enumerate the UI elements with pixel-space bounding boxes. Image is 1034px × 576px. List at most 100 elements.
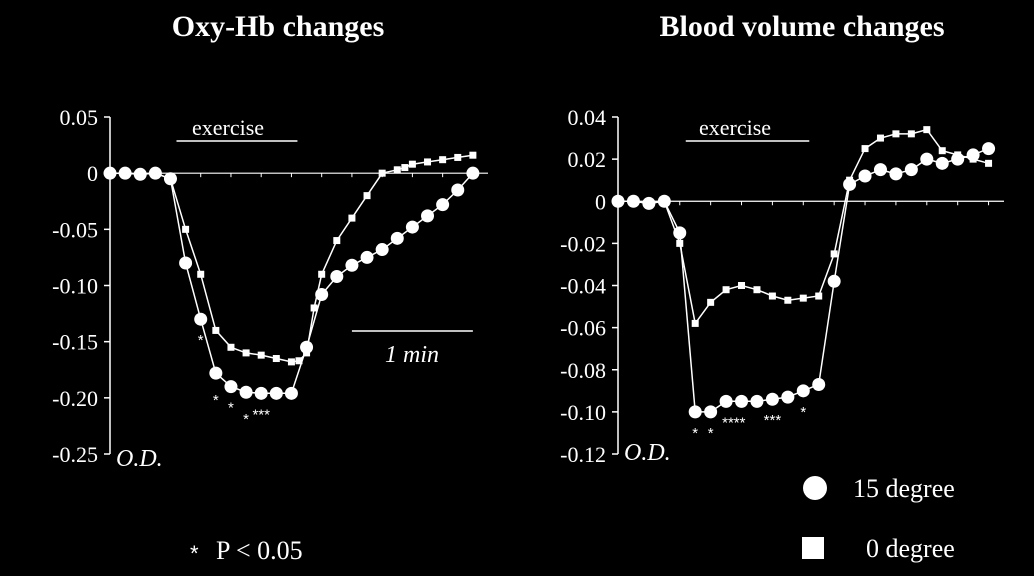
chart-1-exercise-label: exercise xyxy=(192,115,264,140)
chart-2-series-1-point xyxy=(920,152,934,166)
chart-2-significance-marker: **** xyxy=(722,414,746,431)
chart-2-exercise-label: exercise xyxy=(699,115,771,140)
chart-2-series-2-point xyxy=(969,155,977,163)
chart-2-series-1-point xyxy=(719,394,733,408)
chart-1-series-2-point xyxy=(121,169,129,177)
footnote-marker: * xyxy=(190,541,199,566)
chart-1-series-2-point xyxy=(197,270,205,278)
chart-2-significance-marker: *** xyxy=(764,412,782,429)
chart-1-series-2-point xyxy=(363,192,371,200)
chart-1-series-2-point xyxy=(424,158,432,166)
chart-2-series-1-point xyxy=(704,405,718,419)
chart-1-series-1-point xyxy=(239,385,253,399)
chart-2-y-tick-label: -0.10 xyxy=(560,400,606,425)
chart-2-series-2-point xyxy=(660,197,668,205)
chart-2-significance-marker: * xyxy=(708,425,714,442)
chart-1-scale-bar-label: 1 min xyxy=(385,342,439,368)
chart-2-series-2-point xyxy=(691,319,699,327)
chart-2-series-1-point xyxy=(904,163,918,177)
chart-2-series-2-point xyxy=(629,197,637,205)
chart-2-y-tick-label: -0.08 xyxy=(560,358,606,383)
chart-1-series-2-point xyxy=(310,304,318,312)
chart-2-series-1-point xyxy=(735,394,749,408)
chart-1-series-2-point xyxy=(469,151,477,159)
chart-2-series-1-point xyxy=(750,394,764,408)
chart-2-series-2-point xyxy=(907,130,915,138)
chart-1-series-1-point xyxy=(179,256,193,270)
chart-1-significance-marker: * xyxy=(198,332,204,349)
chart-1-series-1-point xyxy=(330,270,344,284)
chart-1-significance-marker: * xyxy=(213,392,219,409)
chart-2-series-2-point xyxy=(753,286,761,294)
chart-1-series-2-point xyxy=(393,166,401,174)
chart-2-series-2-point xyxy=(768,292,776,300)
chart-1-series-2-point xyxy=(303,349,311,357)
chart-1-series-2-point xyxy=(333,237,341,245)
chart-1-y-tick-label: 0 xyxy=(87,161,98,186)
chart-1-series-1-point xyxy=(390,231,404,245)
chart-2-y-tick-label: 0.04 xyxy=(568,105,607,130)
chart-2-series-2-point xyxy=(985,159,993,167)
chart-1-y-tick-label: -0.20 xyxy=(52,386,98,411)
chart-1-significance-marker: *** xyxy=(252,406,270,423)
chart-1-series-1-point xyxy=(360,250,374,264)
chart-2-series-1-line xyxy=(618,147,989,413)
chart-1-series-2-point xyxy=(401,164,409,172)
chart-2-significance-marker: * xyxy=(800,404,806,421)
chart-2-series-2-point xyxy=(861,145,869,153)
chart-1-series-2-point xyxy=(408,160,416,168)
chart-plots: 0.050-0.05-0.10-0.15-0.20-0.25** ** ***0.0… xyxy=(52,105,1004,467)
chart-1-significance-marker: * xyxy=(243,411,249,428)
chart-2-series-1-point xyxy=(827,274,841,288)
chart-1-series-1-point xyxy=(436,198,450,212)
chart-1-significance-marker: * xyxy=(228,400,234,417)
chart-1-series-2-point xyxy=(257,351,265,359)
chart-2-series-1-point xyxy=(982,142,996,156)
chart-1-series-2-point xyxy=(454,153,462,161)
chart-1-series-1-point xyxy=(405,220,419,234)
chart-2-series-1-point xyxy=(889,167,903,181)
chart-1-series-2-line xyxy=(110,154,474,363)
chart-1-series-1-point xyxy=(451,183,465,197)
chart-2-series-2-point xyxy=(614,197,622,205)
chart-2-series-1-point xyxy=(796,384,810,398)
chart-2-significance-marker: * xyxy=(692,425,698,442)
chart-2-series-1-point xyxy=(858,169,872,183)
chart-1-y-tick-label: -0.15 xyxy=(52,330,98,355)
chart-2-series-2-point xyxy=(799,294,807,302)
chart-1-y-tick-label: 0.05 xyxy=(60,105,99,130)
legend-square-marker xyxy=(802,537,824,559)
chart-1-title: Oxy-Hb changes xyxy=(172,10,385,43)
chart-2-series-2-point xyxy=(954,151,962,159)
chart-2-y-tick-label: 0.02 xyxy=(568,147,607,172)
chart-2-y-tick-label: -0.02 xyxy=(560,231,606,256)
chart-2-y-tick-label: -0.12 xyxy=(560,442,606,467)
chart-2-series-1-point xyxy=(935,156,949,170)
chart-1-series-1-point xyxy=(345,258,359,272)
legend-label-15-degree: 15 degree xyxy=(853,474,955,503)
chart-2-series-2-point xyxy=(738,282,746,289)
chart-2-y-tick-label: 0 xyxy=(595,189,606,214)
chart-2-title: Blood volume changes xyxy=(659,10,944,43)
chart-1-series-1-point xyxy=(209,366,223,380)
chart-1-series-2-point xyxy=(151,169,159,177)
chart-2-series-2-point xyxy=(676,239,684,247)
chart-1-series-2-point xyxy=(182,225,190,233)
chart-2-series-2-point xyxy=(815,292,823,300)
legend: 15 degree 0 degree xyxy=(802,474,955,563)
chart-2-y-tick-label: -0.04 xyxy=(560,274,606,299)
chart-1-series-1-point xyxy=(375,243,389,257)
chart-1-series-2-point xyxy=(295,357,303,365)
chart-1-series-2-point xyxy=(166,175,174,183)
chart-2-series-1-point xyxy=(812,377,826,391)
chart-1-series-2-point xyxy=(272,355,280,363)
chart-1-series-1-point xyxy=(284,386,298,400)
chart-2-series-2-point xyxy=(784,296,792,304)
chart-2-series-1-point xyxy=(688,405,702,419)
chart-1-series-2-point xyxy=(439,156,447,164)
chart-1-series-2-point xyxy=(242,349,250,357)
chart-2-series-2-point xyxy=(707,298,715,306)
chart-1-series-1-point xyxy=(466,166,480,180)
chart-1-series-2-point xyxy=(212,326,220,334)
